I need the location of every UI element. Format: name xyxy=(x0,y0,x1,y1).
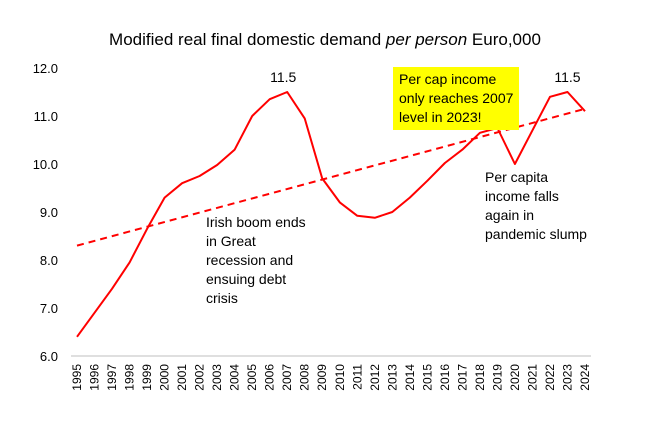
x-tick-label: 1996 xyxy=(88,364,102,391)
series-line xyxy=(76,91,586,338)
x-tick-label: 2009 xyxy=(315,364,329,391)
chart-title-italic: per person xyxy=(385,30,468,49)
x-tick-label: 2007 xyxy=(280,364,294,391)
x-tick-label: 2014 xyxy=(403,364,417,391)
x-tick-label: 2023 xyxy=(560,364,574,391)
x-tick-label: 2018 xyxy=(473,364,487,391)
annotation-line: Irish boom ends xyxy=(206,214,306,230)
x-tick-label: 2003 xyxy=(210,364,224,391)
annotation-line: level in 2023! xyxy=(399,109,482,125)
x-tick-label: 1995 xyxy=(70,364,84,391)
x-tick-label: 2005 xyxy=(245,364,259,391)
x-tick-label: 2019 xyxy=(490,364,504,391)
x-tick-label: 2022 xyxy=(543,364,557,391)
y-tick-label: 12.0 xyxy=(33,61,58,76)
y-tick-label: 11.0 xyxy=(34,109,58,124)
y-tick-label: 9.0 xyxy=(40,205,58,220)
x-tick-label: 1998 xyxy=(123,364,137,391)
peak-label-2007: 11.5 xyxy=(270,69,296,85)
annotation-boom: Irish boom ends in Great recession and e… xyxy=(206,213,306,308)
annotation-line: again in xyxy=(485,207,535,223)
y-tick-label: 10.0 xyxy=(33,157,58,172)
x-tick-label: 2013 xyxy=(385,364,399,391)
x-axis-ticks: 1995 1996 1997 1998 1999 2000 2001 2002 2003 2004… xyxy=(70,364,592,391)
annotation-line: Per capita xyxy=(485,169,549,185)
annotation-line: ensuing debt xyxy=(206,271,287,287)
annotation-line: income falls xyxy=(485,188,559,204)
x-tick-label: 2016 xyxy=(438,364,452,391)
x-tick-label: 2001 xyxy=(175,364,189,391)
x-tick-label: 2008 xyxy=(298,364,312,391)
x-tick-label: 1997 xyxy=(105,364,119,391)
x-tick-label: 2015 xyxy=(420,364,434,391)
annotation-slump: Per capita income falls again in pandemi… xyxy=(485,168,587,244)
peak-label-2023: 11.5 xyxy=(554,69,580,85)
x-tick-label: 2012 xyxy=(368,364,382,391)
annotation-line: recession and xyxy=(206,252,294,268)
y-tick-label: 6.0 xyxy=(40,349,58,364)
x-tick-label: 2017 xyxy=(455,364,469,391)
y-tick-label: 7.0 xyxy=(40,301,58,316)
x-tick-label: 2000 xyxy=(158,364,172,391)
x-tick-label: 2002 xyxy=(193,364,207,391)
chart-title-tail: Euro,000 xyxy=(467,30,541,49)
annotation-line: only reaches 2007 xyxy=(399,90,514,106)
annotation-line: Per cap income xyxy=(399,71,497,87)
trend-line xyxy=(76,107,586,247)
chart-title: Modified real final domestic demand per … xyxy=(0,30,650,50)
x-tick-label: 2024 xyxy=(578,364,592,391)
x-tick-label: 2006 xyxy=(263,364,277,391)
annotation-highlight-box: Per cap income only reaches 2007 level i… xyxy=(393,67,520,130)
x-tick-label: 2011 xyxy=(350,364,364,390)
annotation-line: in Great xyxy=(206,233,256,249)
y-axis-ticks: 12.0 11.0 10.0 9.0 8.0 7.0 6.0 xyxy=(33,61,58,364)
annotation-line: pandemic slump xyxy=(485,226,587,242)
x-tick-label: 1999 xyxy=(140,364,154,391)
x-tick-label: 2010 xyxy=(333,364,347,391)
chart-title-main: Modified real final domestic demand xyxy=(109,30,386,49)
x-tick-label: 2004 xyxy=(228,364,242,391)
annotation-line: crisis xyxy=(206,290,238,306)
x-tick-label: 2021 xyxy=(525,364,539,391)
y-tick-label: 8.0 xyxy=(40,253,58,268)
x-tick-label: 2020 xyxy=(508,364,522,391)
